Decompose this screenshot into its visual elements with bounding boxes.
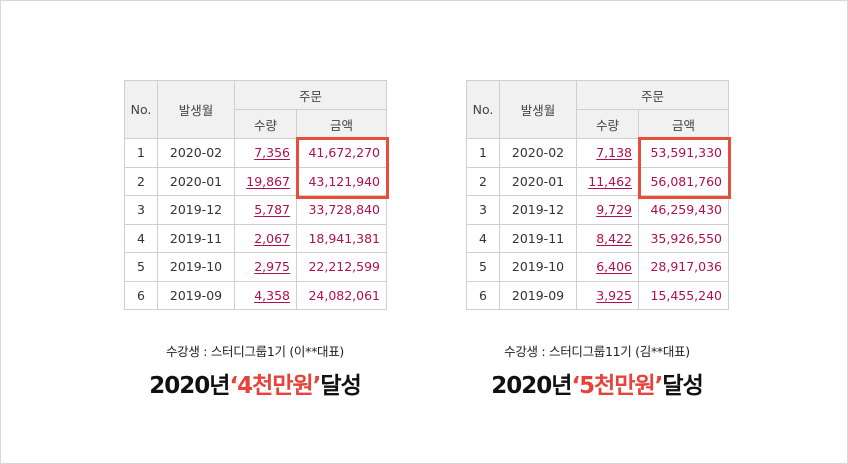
row-qty-link[interactable]: 6,406: [596, 259, 632, 275]
table-row: 6 2019-09 4,358 24,082,061: [124, 280, 388, 310]
row-no: 2: [124, 166, 158, 196]
row-month: 2020-02: [499, 138, 577, 168]
row-amount: 53,591,330: [637, 138, 730, 168]
caption-achieved: 달성: [662, 373, 703, 399]
caption-year: 2020년: [491, 373, 572, 399]
row-no: 3: [124, 195, 158, 225]
row-month: 2019-09: [499, 280, 577, 310]
row-amount: 18,941,381: [295, 223, 388, 253]
header-no: No.: [466, 80, 500, 139]
row-month: 2019-12: [157, 195, 235, 225]
header-amount: 금액: [295, 109, 388, 139]
row-month: 2020-01: [499, 166, 577, 196]
row-qty-link[interactable]: 19,867: [246, 173, 290, 189]
table-row: 4 2019-11 2,067 18,941,381: [124, 223, 388, 253]
row-amount: 22,212,599: [295, 252, 388, 282]
row-qty-link[interactable]: 2,067: [254, 230, 290, 246]
right-sales-table-panel: No. 발생월 주문 수량 금액 1 2020-02 7,138 53,591,…: [466, 80, 731, 310]
table-row: 4 2019-11 8,422 35,926,550: [466, 223, 730, 253]
row-no: 4: [124, 223, 158, 253]
row-qty-link[interactable]: 4,358: [254, 287, 290, 303]
caption-amount: ‘4천만원’: [229, 373, 321, 399]
header-month: 발생월: [499, 80, 577, 139]
table-row: 5 2019-10 2,975 22,212,599: [124, 252, 388, 282]
table-row: 2 2020-01 11,462 56,081,760: [466, 166, 730, 196]
row-amount: 35,926,550: [637, 223, 730, 253]
row-no: 1: [466, 138, 500, 168]
header-order: 주문: [575, 80, 730, 110]
caption-subtitle: 수강생 : 스터디그룹11기 (김**대표): [504, 344, 690, 359]
left-sales-table-panel: No. 발생월 주문 수량 금액 1 2020-02 7,356 41,672,…: [124, 80, 389, 310]
row-no: 6: [466, 280, 500, 310]
row-month: 2019-10: [157, 252, 235, 282]
row-no: 1: [124, 138, 158, 168]
caption-year: 2020년: [149, 373, 230, 399]
row-qty-link[interactable]: 8,422: [596, 230, 632, 246]
row-month: 2019-11: [499, 223, 577, 253]
row-amount: 24,082,061: [295, 280, 388, 310]
left-caption: 수강생 : 스터디그룹1기 (이**대표) 2020년‘4천만원’달성: [105, 341, 405, 400]
row-amount: 56,081,760: [637, 166, 730, 196]
table-row: 5 2019-10 6,406 28,917,036: [466, 252, 730, 282]
row-qty-link[interactable]: 11,462: [588, 173, 632, 189]
row-amount: 43,121,940: [295, 166, 388, 196]
header-no: No.: [124, 80, 158, 139]
row-qty-link[interactable]: 3,925: [596, 287, 632, 303]
row-amount: 28,917,036: [637, 252, 730, 282]
row-month: 2020-01: [157, 166, 235, 196]
row-amount: 15,455,240: [637, 280, 730, 310]
header-amount: 금액: [637, 109, 730, 139]
row-no: 6: [124, 280, 158, 310]
table-row: 1 2020-02 7,356 41,672,270: [124, 138, 388, 168]
row-month: 2019-11: [157, 223, 235, 253]
table-row: 3 2019-12 5,787 33,728,840: [124, 195, 388, 225]
header-month: 발생월: [157, 80, 235, 139]
right-sales-table: No. 발생월 주문 수량 금액 1 2020-02 7,138 53,591,…: [466, 80, 730, 310]
row-no: 3: [466, 195, 500, 225]
caption-subtitle: 수강생 : 스터디그룹1기 (이**대표): [165, 344, 345, 359]
row-qty-link[interactable]: 7,138: [596, 145, 632, 161]
header-qty: 수량: [234, 109, 297, 139]
table-row: 2 2020-01 19,867 43,121,940: [124, 166, 388, 196]
caption-title: 2020년‘4천만원’달성: [105, 366, 405, 400]
row-no: 2: [466, 166, 500, 196]
row-amount: 41,672,270: [295, 138, 388, 168]
row-amount: 46,259,430: [637, 195, 730, 225]
table-row: 6 2019-09 3,925 15,455,240: [466, 280, 730, 310]
row-qty-link[interactable]: 9,729: [596, 202, 632, 218]
table-row: 1 2020-02 7,138 53,591,330: [466, 138, 730, 168]
row-month: 2019-12: [499, 195, 577, 225]
row-no: 5: [466, 252, 500, 282]
row-qty-link[interactable]: 5,787: [254, 202, 290, 218]
caption-title: 2020년‘5천만원’달성: [447, 366, 747, 400]
row-month: 2020-02: [157, 138, 235, 168]
caption-achieved: 달성: [320, 373, 361, 399]
right-caption: 수강생 : 스터디그룹11기 (김**대표) 2020년‘5천만원’달성: [447, 341, 747, 400]
header-qty: 수량: [576, 109, 639, 139]
caption-amount: ‘5천만원’: [571, 373, 663, 399]
header-order: 주문: [233, 80, 388, 110]
table-row: 3 2019-12 9,729 46,259,430: [466, 195, 730, 225]
row-month: 2019-10: [499, 252, 577, 282]
row-amount: 33,728,840: [295, 195, 388, 225]
row-month: 2019-09: [157, 280, 235, 310]
row-no: 5: [124, 252, 158, 282]
row-no: 4: [466, 223, 500, 253]
row-qty-link[interactable]: 7,356: [254, 145, 290, 161]
left-sales-table: No. 발생월 주문 수량 금액 1 2020-02 7,356 41,672,…: [124, 80, 388, 310]
row-qty-link[interactable]: 2,975: [254, 259, 290, 275]
